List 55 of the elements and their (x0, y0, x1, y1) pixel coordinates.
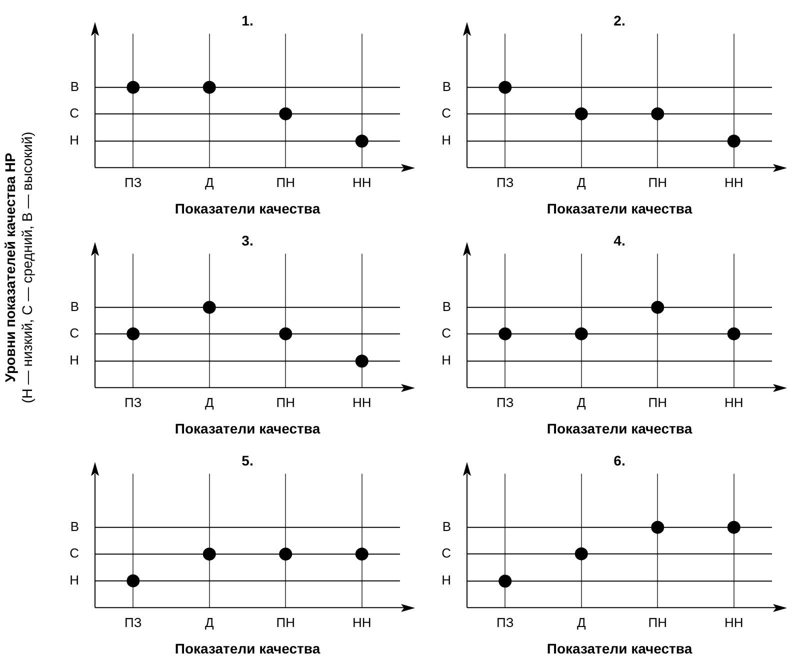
ref-line-label: В (442, 298, 451, 314)
ref-line-label: Н (442, 572, 451, 588)
ref-line-label: В (70, 298, 79, 314)
ref-line-label: С (442, 545, 451, 560)
x-tick-label: Д (204, 614, 214, 630)
x-tick-label: НН (724, 614, 744, 630)
x-tick-label: Д (576, 614, 586, 630)
x-tick-label: ПЗ (496, 614, 514, 630)
x-tick-label: ПЗ (124, 174, 142, 190)
y-axis-title: Уровни показателей качества НР (Н — низкий, С — средний, В — высокий) (2, 130, 36, 406)
chart-title: 4. (614, 232, 626, 248)
ref-line-label: С (70, 546, 79, 561)
ref-line-label: Н (70, 352, 79, 368)
x-axis-title: Показатели качества (174, 200, 320, 216)
chart-title: 6. (614, 452, 626, 468)
x-tick-label: ПН (648, 394, 667, 410)
x-axis-title: Показатели качества (546, 640, 692, 656)
x-axis-title: Показатели качества (546, 420, 692, 436)
x-tick-label: Д (204, 394, 214, 410)
x-axis-title: Показатели качества (174, 420, 320, 436)
x-tick-label: ПН (648, 614, 667, 630)
x-tick-label: НН (352, 614, 372, 630)
ref-line-label: В (70, 518, 79, 534)
x-tick-label: ПН (648, 174, 667, 190)
x-tick-label: ПН (276, 174, 295, 190)
ref-line-label: В (442, 518, 451, 534)
x-tick-label: НН (352, 394, 372, 410)
ref-line-label: Н (442, 352, 451, 368)
ref-line-label: С (70, 325, 79, 340)
ref-line-label: С (70, 105, 79, 120)
chart-title: 5. (242, 452, 254, 468)
x-tick-label: ПН (276, 394, 295, 410)
x-tick-label: НН (724, 394, 744, 410)
x-tick-label: НН (352, 174, 372, 190)
ref-line-label: С (442, 105, 451, 120)
chart-title: 3. (242, 232, 254, 248)
x-tick-label: НН (724, 174, 744, 190)
ref-line-label: С (442, 325, 451, 340)
x-tick-label: ПН (276, 614, 295, 630)
x-tick-label: ПЗ (124, 614, 142, 630)
ref-line-label: В (70, 78, 79, 94)
x-tick-label: Д (576, 174, 586, 190)
x-tick-label: Д (204, 174, 214, 190)
ref-line-label: Н (70, 572, 79, 588)
ref-line-label: Н (70, 132, 79, 148)
x-axis-title: Показатели качества (174, 640, 320, 656)
x-tick-label: Д (576, 394, 586, 410)
x-axis-title: Показатели качества (546, 200, 692, 216)
x-tick-label: ПЗ (124, 394, 142, 410)
x-tick-label: ПЗ (496, 174, 514, 190)
chart-title: 2. (614, 12, 626, 28)
ref-line-label: Н (442, 132, 451, 148)
chart-title: 1. (242, 12, 254, 28)
ref-line-label: В (442, 78, 451, 94)
x-tick-label: ПЗ (496, 394, 514, 410)
